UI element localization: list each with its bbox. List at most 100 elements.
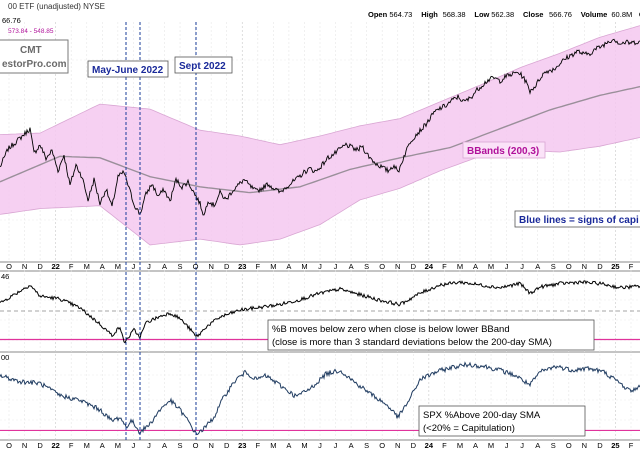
x-tick-label: N — [395, 262, 400, 271]
x-tick-label-bottom: F — [442, 441, 447, 450]
pctb-line — [0, 280, 640, 344]
panel2-scale-label: 46 — [1, 272, 9, 281]
x-tick-label: A — [535, 262, 540, 271]
x-tick-label: J — [132, 262, 136, 271]
sept-label: Sept 2022 — [179, 61, 226, 72]
x-tick-label-bottom: M — [301, 441, 307, 450]
x-tick-label: N — [22, 262, 27, 271]
may-june-box — [87, 60, 169, 78]
x-tick-label-bottom: O — [193, 441, 199, 450]
watermark-line-1: CMT — [20, 45, 42, 56]
x-tick-label: J — [334, 262, 338, 271]
sept-box — [174, 56, 233, 74]
may-june-label: May-June 2022 — [92, 65, 164, 76]
x-tick-label-bottom: A — [535, 441, 540, 450]
x-tick-label: A — [349, 262, 354, 271]
x-tick-label-bottom: A — [100, 441, 105, 450]
chart-title: 00 ETF (unadjusted) NYSE — [8, 2, 105, 11]
x-tick-label-bottom: M — [457, 441, 463, 450]
x-tick-label: O — [193, 262, 199, 271]
x-tick-label-bottom: J — [318, 441, 322, 450]
x-tick-label: O — [566, 262, 572, 271]
ohlc-value-0: 564.73 — [389, 10, 412, 19]
x-tick-label-bottom: O — [379, 441, 385, 450]
spx-note-box — [418, 405, 586, 437]
x-tick-label: A — [162, 262, 167, 271]
x-tick-label-bottom: S — [551, 441, 556, 450]
x-tick-label: S — [551, 262, 556, 271]
x-tick-label: M — [270, 262, 276, 271]
x-tick-label: J — [318, 262, 322, 271]
x-tick-label: 23 — [238, 262, 246, 271]
x-tick-label: S — [364, 262, 369, 271]
pctb-note-line-1: %B moves below zero when close is below … — [272, 324, 510, 335]
x-tick-label: D — [597, 262, 603, 271]
x-tick-label-bottom: A — [162, 441, 167, 450]
x-tick-label-bottom: A — [473, 441, 478, 450]
x-tick-label-bottom: 22 — [51, 441, 59, 450]
x-tick-label: F — [629, 262, 634, 271]
x-tick-label-bottom: M — [488, 441, 494, 450]
ohlc-value-3: 566.76 — [549, 10, 572, 19]
x-tick-label-bottom: O — [566, 441, 572, 450]
ohlc-label-4: Volume — [581, 10, 608, 19]
x-tick-label: F — [256, 262, 261, 271]
x-tick-label: O — [6, 262, 12, 271]
ohlc-label-3: Close — [523, 10, 543, 19]
x-tick-label: M — [115, 262, 121, 271]
x-tick-label: O — [379, 262, 385, 271]
x-axis-ticks-main: O N D 22 F M A M J J A S O N D 23 F M A M J J A S O N D 24 F M A M J J A S O… — [6, 262, 634, 271]
bband-upper — [0, 25, 640, 146]
pctb-note-box — [267, 319, 595, 351]
x-tick-label-bottom: D — [224, 441, 230, 450]
x-tick-label-bottom: M — [115, 441, 121, 450]
x-tick-label-bottom: D — [597, 441, 603, 450]
x-tick-label: J — [147, 262, 151, 271]
pctb-note-line-2: (close is more than 3 standard deviation… — [272, 337, 552, 348]
x-tick-label-bottom: N — [582, 441, 587, 450]
x-tick-label-bottom: 24 — [425, 441, 434, 450]
x-tick-label-bottom: M — [270, 441, 276, 450]
x-tick-label-bottom: N — [208, 441, 213, 450]
x-tick-label: A — [473, 262, 478, 271]
x-tick-label: 25 — [611, 262, 619, 271]
x-tick-label-bottom: 25 — [611, 441, 619, 450]
ohlc-value-2: 562.38 — [491, 10, 514, 19]
x-tick-label-bottom: J — [334, 441, 338, 450]
x-tick-label: D — [411, 262, 417, 271]
x-axis-ticks-bottom: O N D 22 F M A M J J A S O N D 23 F M A M J J A S O N D 24 F M A M J J A S O… — [6, 441, 634, 450]
x-tick-label: N — [208, 262, 213, 271]
x-tick-label-bottom: D — [37, 441, 43, 450]
sma-200-line — [0, 85, 640, 194]
x-tick-label: J — [520, 262, 524, 271]
x-tick-label-bottom: M — [84, 441, 90, 450]
x-tick-label-bottom: J — [132, 441, 136, 450]
ohlc-value-4: 60.8M — [611, 10, 632, 19]
x-tick-label: 22 — [51, 262, 59, 271]
x-tick-label-bottom: S — [364, 441, 369, 450]
x-tick-label-bottom: F — [256, 441, 261, 450]
x-tick-label-bottom: A — [286, 441, 291, 450]
x-tick-label-bottom: J — [147, 441, 151, 450]
x-tick-label-bottom: N — [22, 441, 27, 450]
x-tick-label: S — [178, 262, 183, 271]
x-tick-label-bottom: J — [505, 441, 509, 450]
bbands-box — [462, 141, 546, 159]
x-tick-label: A — [286, 262, 291, 271]
x-tick-label: M — [84, 262, 90, 271]
x-tick-label-bottom: 23 — [238, 441, 246, 450]
x-tick-label: M — [488, 262, 494, 271]
ohlc-readout: Open 564.73 High 568.38 Low 562.38 Close 566.76… — [368, 10, 640, 19]
x-tick-label-bottom: O — [6, 441, 12, 450]
ohlc-label-2: Low — [474, 10, 489, 19]
x-tick-label: A — [100, 262, 105, 271]
bband-fill — [0, 25, 640, 245]
panel3-scale-label: 00 — [1, 353, 9, 362]
bbands-label: BBands (200,3) — [467, 146, 539, 157]
x-tick-label: M — [457, 262, 463, 271]
bb-values-label: 573.84 - 548.85 — [8, 28, 54, 35]
x-tick-label: D — [224, 262, 230, 271]
x-tick-label: J — [505, 262, 509, 271]
watermark-box — [0, 39, 69, 74]
